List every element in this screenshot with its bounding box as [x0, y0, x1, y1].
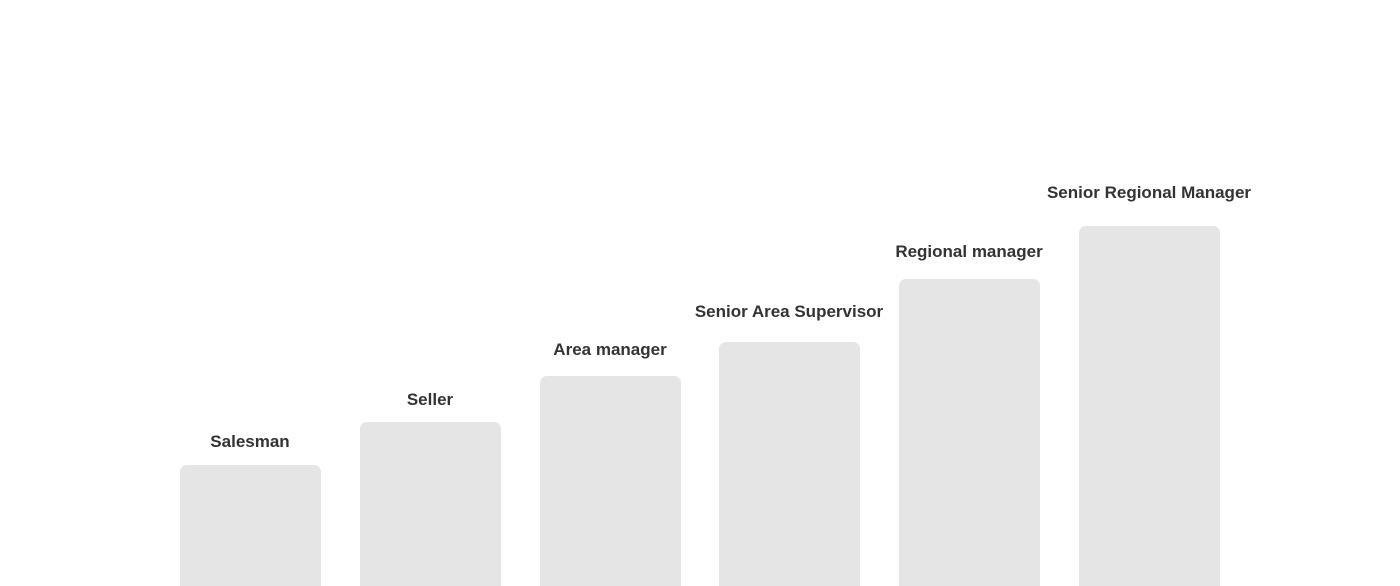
step-bar-senior-area-supervisor: [719, 342, 860, 586]
step-bar-salesman: [180, 465, 321, 586]
step-label-senior-regional-manager: Senior Regional Manager: [1046, 183, 1252, 202]
step-bar-area-manager: [540, 376, 681, 586]
step-label-salesman: Salesman: [210, 432, 290, 451]
step-label-senior-area-supervisor: Senior Area Supervisor: [694, 302, 884, 321]
step-label-seller: Seller: [406, 390, 454, 409]
step-label-area-manager: Area manager: [553, 340, 667, 359]
step-bar-senior-regional-manager: [1079, 226, 1220, 586]
step-bar-seller: [360, 422, 501, 586]
step-label-regional-manager: Regional manager: [895, 242, 1043, 261]
step-bar-regional-manager: [899, 279, 1040, 586]
